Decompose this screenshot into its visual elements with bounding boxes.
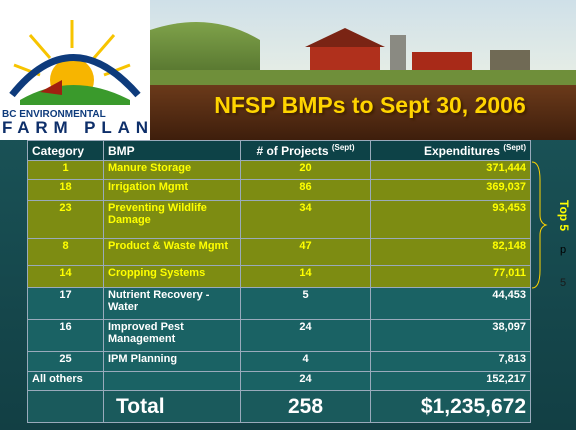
table-cell: 371,444: [371, 161, 531, 180]
table-cell: 24: [241, 372, 371, 391]
table-cell: IPM Planning: [104, 352, 241, 372]
table-cell: Improved Pest Management: [104, 320, 241, 352]
total-cell: [28, 391, 104, 423]
table-cell: 82,148: [371, 239, 531, 266]
table-cell: 20: [241, 161, 371, 180]
table-cell: Manure Storage: [104, 161, 241, 180]
header-cell: # of Projects (Sept): [241, 141, 371, 161]
header-cell: Expenditures (Sept): [371, 141, 531, 161]
header-label: # of Projects: [256, 144, 328, 158]
side-line: 5: [560, 277, 566, 289]
table-cell: Preventing Wildlife Damage: [104, 201, 241, 239]
side-label: Top 5: [557, 200, 571, 231]
table-cell: Product & Waste Mgmt: [104, 239, 241, 266]
total-label: Total: [104, 391, 241, 423]
table-cell: 38,097: [371, 320, 531, 352]
header-note: (Sept): [503, 143, 526, 152]
table-cell: 17: [28, 288, 104, 320]
table-cell: 369,037: [371, 180, 531, 201]
header-note: (Sept): [332, 143, 355, 152]
table-cell: 77,011: [371, 266, 531, 288]
logo-line2: FARM PLAN: [2, 118, 148, 137]
header-label: Expenditures: [424, 144, 500, 158]
table-cell: 1: [28, 161, 104, 180]
table-cell: Irrigation Mgmt: [104, 180, 241, 201]
header-label: BMP: [108, 144, 135, 158]
table-cell: 23: [28, 201, 104, 239]
table-cell: 44,453: [371, 288, 531, 320]
table-cell: 24: [241, 320, 371, 352]
table-cell: 5: [241, 288, 371, 320]
table-cell: 7,813: [371, 352, 531, 372]
table-cell: 34: [241, 201, 371, 239]
header-cell: BMP: [104, 141, 241, 161]
table-cell: 4: [241, 352, 371, 372]
table-cell: Nutrient Recovery - Water: [104, 288, 241, 320]
table-cell: 14: [28, 266, 104, 288]
table-cell: 152,217: [371, 372, 531, 391]
table-cell: 47: [241, 239, 371, 266]
total-expenditures: $1,235,672: [371, 391, 531, 423]
slide: BC ENVIRONMENTAL FARM PLAN NFSP BMPs to …: [0, 0, 576, 430]
table-cell: Cropping Systems: [104, 266, 241, 288]
table-cell: 14: [241, 266, 371, 288]
table-cell: 86: [241, 180, 371, 201]
table-cell: 93,453: [371, 201, 531, 239]
table-cell: 25: [28, 352, 104, 372]
header-cell: Category: [28, 141, 104, 161]
logo: BC ENVIRONMENTAL FARM PLAN: [0, 0, 150, 140]
side-line: p: [560, 244, 566, 256]
table-cell: 8: [28, 239, 104, 266]
table-cell: [104, 372, 241, 391]
table-cell: 18: [28, 180, 104, 201]
side-bracket: Top 5 p 5: [530, 160, 576, 290]
banner-image: [150, 0, 576, 140]
banner: [150, 0, 576, 140]
total-projects: 258: [241, 391, 371, 423]
side-note: Top 5 p 5: [530, 160, 576, 290]
table-cell: 16: [28, 320, 104, 352]
logo-graphic: BC ENVIRONMENTAL FARM PLAN: [0, 0, 150, 140]
table-cell: All others: [28, 372, 104, 391]
header-label: Category: [32, 144, 84, 158]
title: NFSP BMPs to Sept 30, 2006: [170, 92, 570, 119]
